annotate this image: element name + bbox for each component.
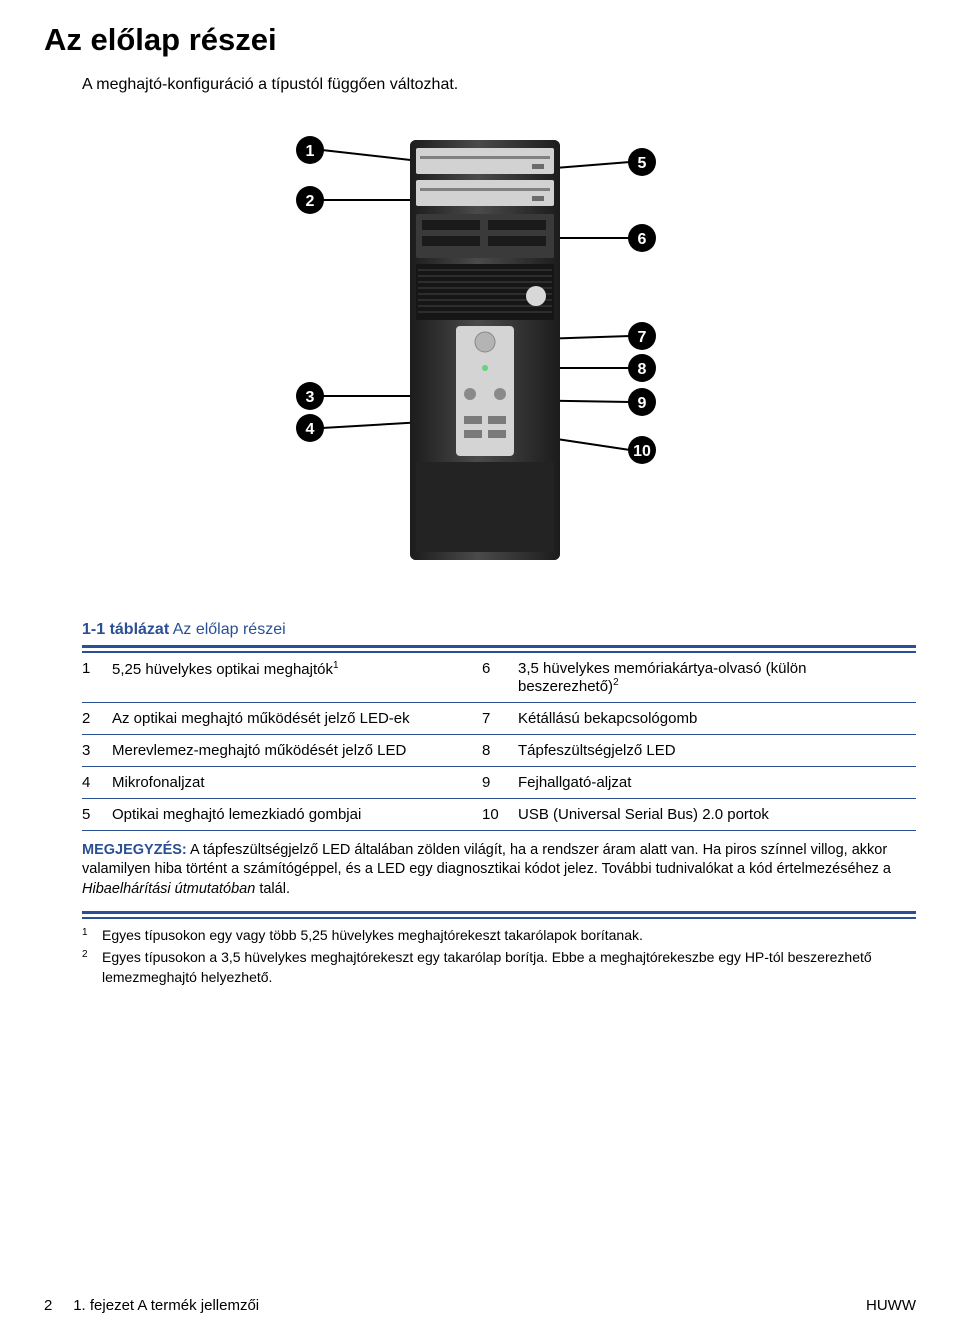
cell-right-desc: USB (Universal Serial Bus) 2.0 portok [518,798,916,830]
table-prefix: 1-1 táblázat [82,621,169,638]
note-text-italic: Hibaelhárítási útmutatóban [82,881,255,897]
note-label: MEGJEGYZÉS: [82,842,187,858]
cell-left-desc: 5,25 hüvelykes optikai meghajtók1 [112,653,482,703]
footer-page-number: 2 [44,1297,52,1314]
cell-right-num: 7 [482,702,518,734]
cell-left-desc: Mikrofonaljzat [112,766,482,798]
table-row: 2Az optikai meghajtó működését jelző LED… [82,702,916,734]
callout-5: 5 [638,155,647,172]
footnote-row: 2 Egyes típusokon a 3,5 hüvelykes meghaj… [82,947,916,988]
cell-right-desc: 3,5 hüvelykes memóriakártya-olvasó (külö… [518,653,916,703]
cell-right-desc: Kétállású bekapcsológomb [518,702,916,734]
cell-right-num: 9 [482,766,518,798]
note-block: MEGJEGYZÉS: A tápfeszültségjelző LED ált… [82,831,916,912]
cell-right-desc: Tápfeszültségjelző LED [518,734,916,766]
page-subtitle: A meghajtó-konfiguráció a típustól függő… [82,76,916,94]
tower-illustration: 1 2 3 4 5 6 7 8 9 10 [260,120,700,580]
cell-right-desc: Fejhallgató-aljzat [518,766,916,798]
callout-8: 8 [638,361,647,378]
callout-2: 2 [306,193,315,210]
footnote-row: 1 Egyes típusokon egy vagy több 5,25 hüv… [82,925,916,945]
table-row: 5Optikai meghajtó lemezkiadó gombjai10US… [82,798,916,830]
footer-right: HUWW [866,1297,916,1314]
cell-left-desc: Az optikai meghajtó működését jelző LED-… [112,702,482,734]
cell-left-desc: Merevlemez-meghajtó működését jelző LED [112,734,482,766]
table-title-text: Az előlap részei [173,621,286,638]
table-row: 15,25 hüvelykes optikai meghajtók163,5 h… [82,653,916,703]
footer-chapter: 1. fejezet A termék jellemzői [73,1297,259,1314]
cell-left-num: 3 [82,734,112,766]
table-rule-top-thick [82,645,916,648]
cell-left-num: 5 [82,798,112,830]
cell-right-num: 8 [482,734,518,766]
cell-left-num: 2 [82,702,112,734]
cell-left-num: 4 [82,766,112,798]
cell-right-num: 6 [482,653,518,703]
note-text: A tápfeszültségjelző LED általában zölde… [82,842,891,878]
callout-1: 1 [306,143,315,160]
page-footer: 2 1. fejezet A termék jellemzői HUWW [44,1297,916,1314]
cell-left-num: 1 [82,653,112,703]
table-row: 4Mikrofonaljzat9Fejhallgató-aljzat [82,766,916,798]
callout-3: 3 [306,389,315,406]
page-title: Az előlap részei [44,22,916,58]
footnote-text: Egyes típusokon egy vagy több 5,25 hüvel… [102,925,916,945]
table-rule-mid-thick [82,911,916,914]
footnotes: 1 Egyes típusokon egy vagy több 5,25 hüv… [82,919,916,988]
cell-left-desc: Optikai meghajtó lemezkiadó gombjai [112,798,482,830]
product-figure: 1 2 3 4 5 6 7 8 9 10 [44,120,916,585]
parts-table: 15,25 hüvelykes optikai meghajtók163,5 h… [82,653,916,831]
table-row: 3Merevlemez-meghajtó működését jelző LED… [82,734,916,766]
table-caption: 1-1 táblázat Az előlap részei [82,621,916,639]
callout-6: 6 [638,231,647,248]
cell-right-num: 10 [482,798,518,830]
footnote-num: 1 [82,925,102,945]
footnote-text: Egyes típusokon a 3,5 hüvelykes meghajtó… [102,947,916,988]
footnote-num: 2 [82,947,102,988]
callout-4: 4 [306,421,315,438]
callout-7: 7 [638,329,647,346]
callout-10: 10 [633,443,651,460]
note-text-tail: talál. [259,881,290,897]
callout-9: 9 [638,395,647,412]
